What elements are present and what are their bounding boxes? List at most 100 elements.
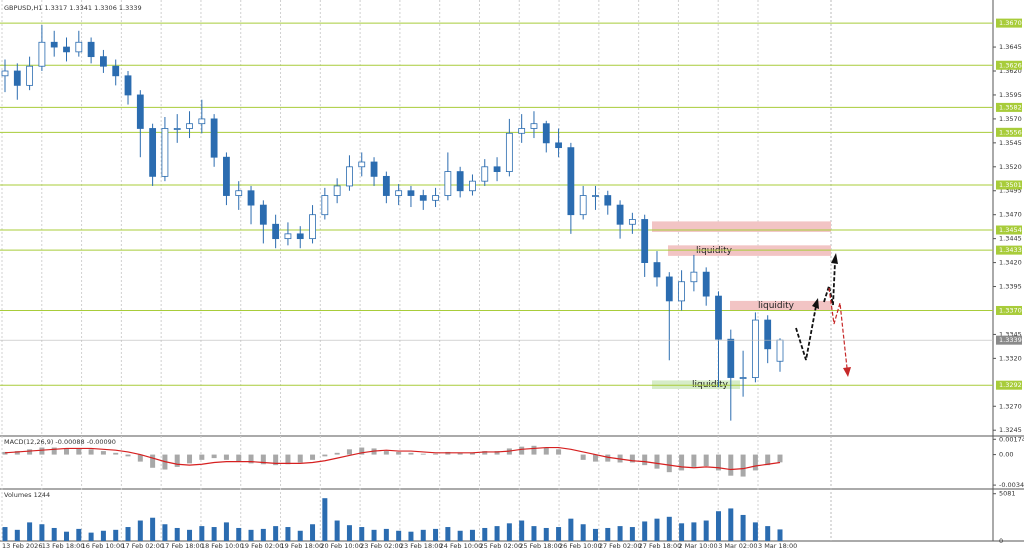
y-tick-label: 1.3545	[999, 139, 1022, 147]
x-tick-label: 19 Feb 18:00	[281, 542, 324, 550]
macd-bar	[223, 454, 229, 460]
macd-bar	[457, 452, 463, 455]
candle-body	[149, 128, 157, 177]
y-tick-label: 1.3320	[999, 354, 1022, 362]
candle-body	[50, 41, 58, 48]
volume-bar	[310, 524, 316, 541]
candle-body	[223, 156, 230, 196]
macd-bar	[260, 454, 266, 465]
candle-body	[333, 185, 341, 196]
macd-bar	[383, 451, 389, 455]
volume-bar	[113, 529, 119, 541]
arrow	[823, 261, 836, 306]
macd-bar	[100, 451, 106, 455]
candle-body	[616, 204, 624, 225]
zone-label: liquidity	[758, 301, 795, 311]
price-label-box	[996, 335, 1022, 345]
macd-bar	[494, 451, 500, 455]
volume-bar	[236, 527, 242, 541]
y-tick-label: 0	[999, 537, 1003, 545]
volume-bar	[457, 530, 463, 541]
y-tick-label: 1.3270	[999, 402, 1022, 410]
level-label: 1.3670	[999, 19, 1022, 27]
volume-bar	[150, 517, 156, 541]
macd-bar	[2, 451, 8, 455]
candle-body	[444, 171, 452, 196]
volume-bar	[383, 528, 389, 541]
candle-body	[13, 70, 21, 86]
volume-bar	[346, 525, 352, 541]
macd-bar	[334, 452, 340, 455]
volume-bar	[137, 520, 143, 541]
candle-body	[567, 147, 575, 216]
volume-bar	[543, 527, 549, 541]
volume-bar	[285, 527, 291, 541]
macd-bar	[150, 454, 156, 468]
chart-title: GBPUSD,H1 1.3317 1.3341 1.3306 1.3339	[4, 4, 142, 12]
arrow	[828, 287, 848, 369]
y-tick-label: 1.3595	[999, 91, 1022, 99]
volume-bar	[519, 520, 525, 541]
macd-bar	[703, 454, 709, 467]
macd-bar	[211, 454, 217, 459]
x-tick-label: 17 Feb 18:00	[161, 542, 204, 550]
volume-bar	[605, 527, 611, 541]
level-label-box	[996, 245, 1022, 255]
macd-bar	[715, 454, 721, 471]
macd-bar	[752, 454, 758, 471]
volume-bar	[506, 523, 512, 541]
zone-label: liquidity	[696, 246, 733, 256]
level-label: 1.3556	[999, 128, 1022, 136]
candle-body	[764, 319, 772, 350]
level-label-box	[996, 180, 1022, 190]
candle-body	[776, 339, 784, 362]
candle-body	[702, 271, 710, 297]
candle-body	[530, 123, 538, 129]
arrowhead	[812, 298, 819, 309]
volume-bar	[568, 518, 574, 541]
macd-bar	[248, 454, 254, 464]
volume-bar	[469, 529, 475, 541]
candle-body	[321, 195, 329, 216]
macd-bar	[199, 454, 205, 460]
y-tick-label: 1.3420	[999, 259, 1022, 267]
volume-bar	[433, 528, 439, 541]
candle-body	[641, 219, 649, 263]
macd-bar	[14, 451, 20, 455]
level-label-box	[996, 305, 1022, 315]
candle-body	[173, 128, 181, 130]
arrow	[795, 305, 817, 361]
candle-body	[136, 94, 144, 129]
y-tick-label: 1.3395	[999, 283, 1022, 291]
macd-bar	[346, 449, 352, 455]
volume-bar	[592, 528, 598, 541]
macd-bar	[396, 451, 402, 455]
arrowhead	[831, 253, 838, 264]
macd-bar	[629, 454, 635, 463]
macd-bar	[125, 454, 131, 457]
candle-body	[235, 190, 243, 196]
x-tick-label: 13 Feb 2026	[2, 542, 42, 550]
x-tick-label: 23 Feb 18:00	[400, 542, 443, 550]
candle-body	[198, 118, 206, 125]
volume-bar	[642, 521, 648, 541]
macd-bar	[691, 454, 697, 467]
level-label: 1.3626	[999, 61, 1022, 69]
candle-body	[555, 142, 562, 149]
macd-bar	[76, 448, 82, 455]
candle-body	[678, 281, 685, 302]
volume-bar	[88, 532, 94, 541]
volume-bar	[691, 522, 697, 541]
y-tick-label: 1.3620	[999, 67, 1022, 75]
volume-bar	[76, 528, 82, 541]
volume-bar	[740, 514, 746, 541]
macd-bar	[556, 449, 562, 455]
macd-bar	[285, 454, 291, 465]
level-label: 1.3370	[999, 306, 1022, 314]
macd-bar	[187, 454, 193, 464]
volume-bar	[125, 527, 131, 541]
volume-bar	[703, 520, 709, 541]
level-label: 1.3454	[999, 226, 1022, 234]
